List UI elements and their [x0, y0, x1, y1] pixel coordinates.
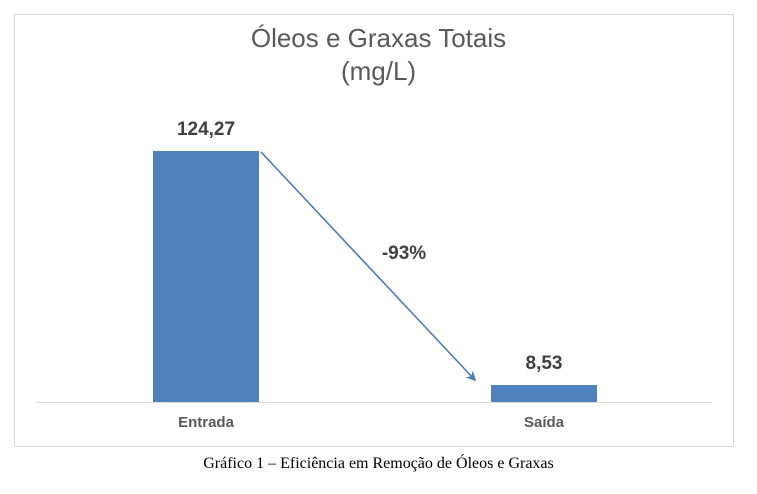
category-label-saida: Saída — [523, 414, 565, 431]
bar-entrada — [153, 151, 259, 402]
reduction-percentage-label: -93% — [381, 243, 427, 264]
bar-value-label-saida: 8,53 — [525, 353, 563, 374]
bar-saida — [491, 385, 597, 402]
bar-value-label-entrada: 124,27 — [176, 119, 236, 140]
category-label-entrada: Entrada — [178, 414, 234, 431]
chart-title-line-1: Óleos e Graxas Totais — [250, 23, 507, 53]
chart-frame — [14, 14, 734, 447]
chart-title: Óleos e Graxas Totais (mg/L) — [0, 22, 757, 88]
figure-caption: Gráfico 1 – Eficiência em Remoção de Óle… — [203, 455, 554, 472]
chart-title-line-2: (mg/L) — [340, 56, 417, 86]
x-axis-line — [36, 402, 712, 403]
